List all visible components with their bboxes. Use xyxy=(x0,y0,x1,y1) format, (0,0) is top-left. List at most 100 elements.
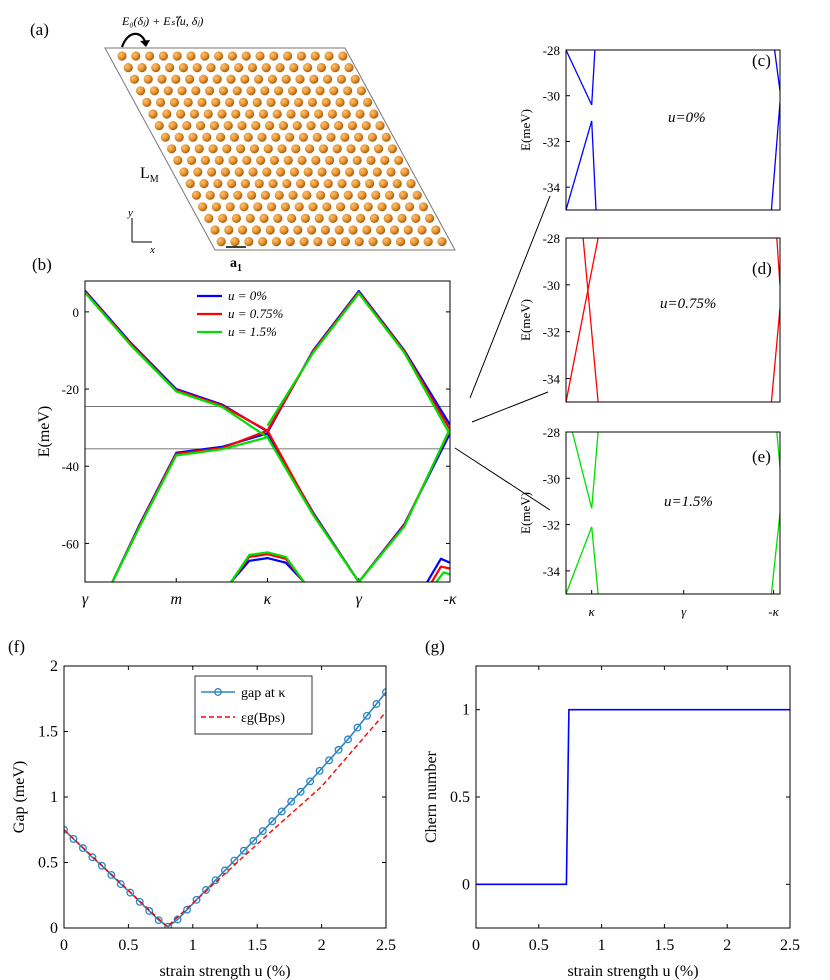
data-point xyxy=(325,756,334,765)
data-point xyxy=(183,905,192,914)
atom xyxy=(269,51,279,61)
atom xyxy=(243,132,253,142)
atom xyxy=(344,63,354,73)
atom xyxy=(183,97,193,107)
atom xyxy=(312,132,322,142)
atom xyxy=(162,109,172,119)
atom xyxy=(151,63,161,73)
atom xyxy=(213,179,223,189)
atom xyxy=(321,97,331,107)
data-point xyxy=(334,745,343,754)
panel-a-formula: E₀(δⱼ) + Eₛ(⃖u, δⱼ) xyxy=(121,14,203,28)
atom xyxy=(253,202,263,212)
atom xyxy=(185,179,195,189)
atom xyxy=(334,225,344,235)
atom xyxy=(217,109,227,119)
atom xyxy=(406,179,416,189)
xtick-label: 0 xyxy=(60,937,68,954)
atom xyxy=(354,237,364,247)
atom xyxy=(425,213,435,223)
atom xyxy=(219,190,229,200)
data-point xyxy=(258,827,267,836)
atom xyxy=(345,167,355,177)
atom xyxy=(383,213,393,223)
atom xyxy=(315,86,325,96)
band-line xyxy=(770,308,780,402)
xtick-label: κ xyxy=(589,604,596,619)
band-line xyxy=(591,120,597,210)
atom xyxy=(241,51,251,61)
panel-b-label: (b) xyxy=(32,255,52,274)
data-point xyxy=(372,700,381,708)
atom xyxy=(136,86,146,96)
atom xyxy=(260,190,270,200)
atom xyxy=(231,109,241,119)
atom xyxy=(255,51,265,61)
atom xyxy=(279,225,289,235)
atom xyxy=(391,202,401,212)
atom xyxy=(358,167,368,177)
band-line xyxy=(85,291,269,439)
atom xyxy=(157,74,167,84)
atom xyxy=(310,51,320,61)
atom xyxy=(211,202,221,212)
atom xyxy=(172,51,182,61)
band-line xyxy=(776,238,780,285)
atom xyxy=(198,74,208,84)
atom xyxy=(340,132,350,142)
atom xyxy=(292,121,302,131)
atom xyxy=(177,86,187,96)
atom xyxy=(200,51,210,61)
data-point xyxy=(164,922,173,928)
atom xyxy=(214,155,224,165)
atom xyxy=(343,190,353,200)
atom xyxy=(327,237,337,247)
panel-d-label: (d) xyxy=(752,259,772,278)
atom xyxy=(283,51,293,61)
atom xyxy=(403,225,413,235)
ytick-label: 1.5 xyxy=(38,724,58,741)
atom xyxy=(265,225,275,235)
atom xyxy=(265,121,275,131)
atom xyxy=(313,237,323,247)
ytick-label: -28 xyxy=(543,43,560,58)
atom xyxy=(168,121,178,131)
xtick-label: 1 xyxy=(598,937,606,954)
atom xyxy=(372,167,382,177)
atom xyxy=(259,213,269,223)
atom xyxy=(289,167,299,177)
atom xyxy=(314,109,324,119)
ytick-label: -34 xyxy=(543,564,561,579)
atom xyxy=(431,225,441,235)
atom xyxy=(365,179,375,189)
series-group xyxy=(64,688,386,928)
atom xyxy=(351,179,361,189)
atom xyxy=(301,86,311,96)
ytick-label: 0.5 xyxy=(450,789,470,806)
data-point xyxy=(154,916,163,925)
atom xyxy=(349,202,359,212)
xtick-label: γ xyxy=(681,604,687,619)
plot-frame xyxy=(475,665,791,929)
atom xyxy=(148,109,158,119)
atom xyxy=(165,63,175,73)
atom xyxy=(178,63,188,73)
atom xyxy=(278,121,288,131)
data-point xyxy=(116,880,125,889)
atom xyxy=(192,63,202,73)
atom xyxy=(137,63,147,73)
atom xyxy=(176,109,186,119)
data-point xyxy=(239,846,248,855)
atom xyxy=(254,74,264,84)
legend-entry: u = 1.5% xyxy=(228,324,277,339)
xtick-label: 0 xyxy=(472,937,480,954)
atom xyxy=(332,144,342,154)
atom xyxy=(230,237,240,247)
atom xyxy=(385,190,395,200)
legend-entry: gap at κ xyxy=(241,686,285,701)
atom xyxy=(286,109,296,119)
data-point xyxy=(202,886,210,894)
data-point xyxy=(126,888,135,897)
atom xyxy=(252,97,262,107)
atom xyxy=(394,155,404,165)
